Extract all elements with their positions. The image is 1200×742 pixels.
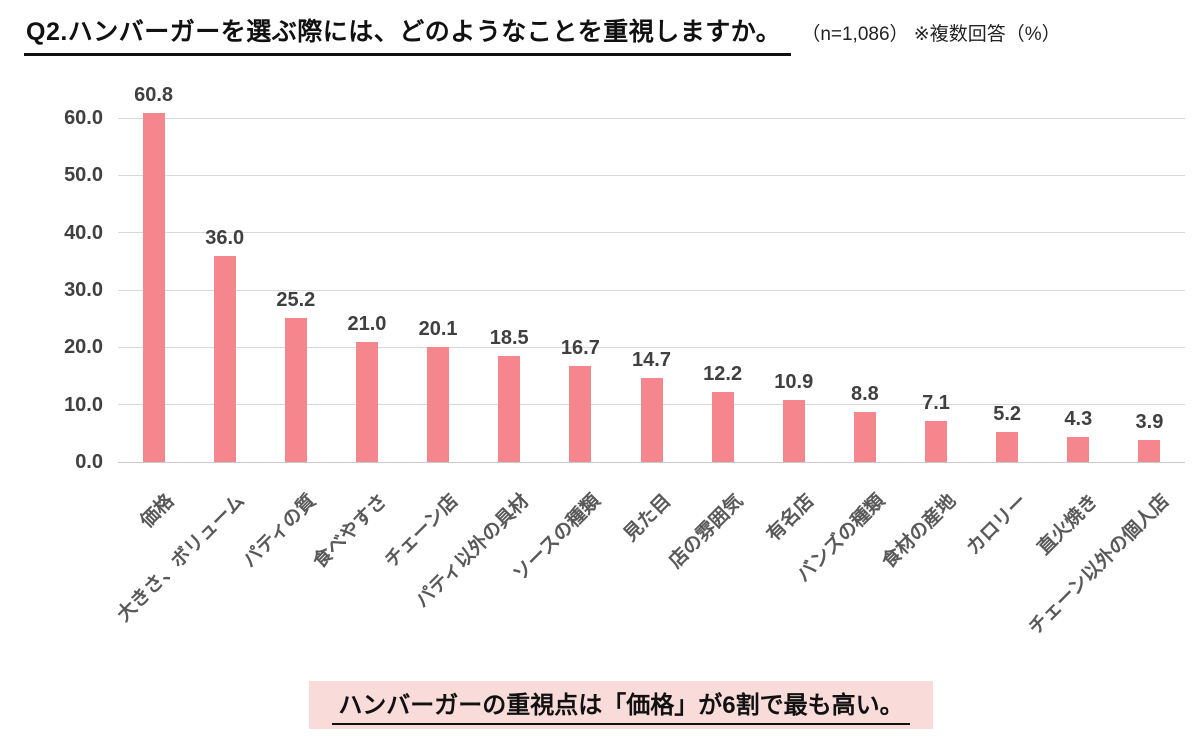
bar-value-label: 25.2	[276, 288, 316, 311]
bar-value-label: 5.2	[993, 403, 1022, 426]
x-axis-label: 見た目	[620, 490, 676, 546]
bar	[925, 421, 948, 462]
chart-header: Q2.ハンバーガーを選ぶ際には、どのようなことを重視しますか。 （n=1,086）…	[24, 12, 1061, 56]
bar	[569, 366, 592, 462]
bar	[782, 399, 805, 462]
gridline	[118, 289, 1185, 291]
summary-text: ハンバーガーの重視点は「価格」が6割で最も高い。	[332, 685, 910, 725]
bar-value-label: 10.9	[774, 370, 814, 393]
bar	[427, 346, 450, 462]
x-axis-label: 有名店	[762, 490, 819, 546]
bar	[498, 355, 521, 462]
sample-size-note: （n=1,086） ※複数回答（%）	[801, 24, 1061, 45]
bar	[1138, 439, 1161, 462]
summary-callout: ハンバーガーの重視点は「価格」が6割で最も高い。	[309, 681, 933, 729]
x-axis-label: 食べやすさ	[309, 490, 392, 573]
y-tick-label: 50.0	[64, 164, 103, 187]
x-axis-label: 店の雰囲気	[664, 490, 748, 573]
bar	[213, 255, 236, 462]
x-axis-label: パティの質	[238, 490, 321, 572]
bar	[711, 392, 734, 462]
bar	[284, 317, 307, 462]
y-tick-label: 10.0	[64, 393, 103, 416]
bar	[1067, 437, 1090, 462]
gridline	[118, 174, 1185, 176]
y-tick-label: 20.0	[64, 336, 103, 359]
gridline	[118, 117, 1185, 119]
page-title: Q2.ハンバーガーを選ぶ際には、どのようなことを重視しますか。	[24, 12, 792, 56]
bar	[142, 113, 165, 462]
bar-value-label: 7.1	[922, 392, 950, 415]
x-axis-label: 大きさ、ボリューム	[113, 490, 250, 626]
bar-value-label: 16.7	[560, 337, 600, 360]
bar-value-label: 36.0	[205, 226, 245, 249]
y-tick-label: 60.0	[64, 107, 103, 129]
bar-value-label: 18.5	[489, 326, 529, 349]
x-axis-label: 価格	[136, 490, 178, 533]
x-axis-label: 食材の産地	[878, 490, 961, 573]
bar-value-label: 4.3	[1064, 408, 1093, 431]
y-tick-label: 30.0	[64, 279, 103, 301]
bar	[853, 411, 876, 462]
bar	[996, 432, 1019, 462]
y-tick-label: 40.0	[64, 221, 103, 244]
bar-value-label: 12.2	[703, 363, 743, 386]
bar-value-label: 8.8	[850, 382, 879, 405]
x-axis-label: カロリー	[962, 490, 1032, 560]
gridline	[118, 346, 1185, 348]
y-tick-label: 0.0	[75, 451, 103, 473]
bar-value-label: 14.7	[632, 348, 671, 371]
bar	[355, 341, 378, 462]
bar	[640, 377, 663, 462]
bar-value-label: 21.0	[347, 312, 387, 335]
x-axis-line	[118, 461, 1185, 463]
bar-value-label: 20.1	[418, 317, 458, 340]
bar-value-label: 3.9	[1135, 410, 1164, 433]
gridline	[118, 232, 1185, 234]
bar-value-label: 60.8	[134, 84, 174, 107]
